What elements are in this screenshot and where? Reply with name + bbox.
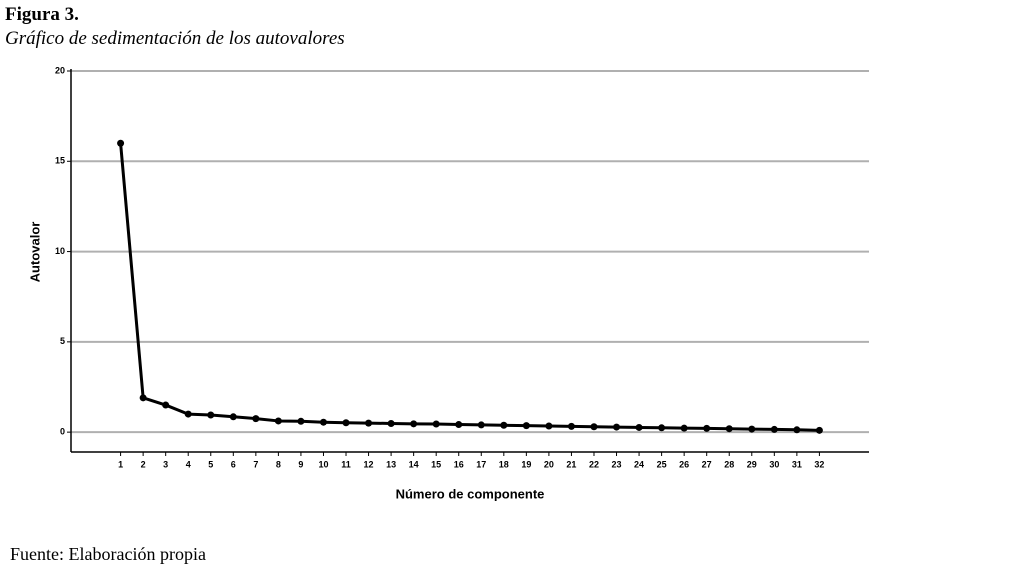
x-tick-label: 25 [657, 459, 667, 469]
y-tick-label: 5 [60, 336, 65, 346]
x-tick-label: 10 [318, 459, 328, 469]
point [613, 423, 621, 431]
point [500, 421, 508, 429]
x-tick-label: 7 [253, 459, 258, 469]
point [658, 424, 666, 432]
point [432, 420, 440, 428]
point [117, 139, 125, 147]
y-axis-label: Autovalor [27, 222, 42, 283]
x-tick-label: 13 [386, 459, 396, 469]
x-tick-label: 23 [612, 459, 622, 469]
x-tick-label: 3 [163, 459, 168, 469]
chart-subtitle: Gráfico de sedimentación de los autovalo… [5, 28, 345, 49]
y-tick-label: 0 [60, 427, 65, 437]
point [410, 420, 418, 428]
y-tick-label: 15 [55, 156, 65, 166]
point [252, 415, 260, 423]
x-tick-label: 22 [589, 459, 599, 469]
line [119, 143, 820, 432]
point [590, 423, 598, 431]
x-tick-label: 18 [499, 459, 509, 469]
x-tick-label: 32 [814, 459, 824, 469]
point [770, 425, 778, 433]
x-tick-label: 17 [476, 459, 486, 469]
point [319, 418, 327, 426]
point [455, 421, 463, 429]
point [274, 417, 282, 425]
point [725, 425, 733, 433]
y-tick-label: 10 [55, 246, 65, 256]
footer: Fuente: Elaboración propia [10, 544, 206, 564]
point [522, 422, 530, 430]
x-axis-label: Número de componente [396, 486, 545, 501]
point [748, 425, 756, 433]
point [545, 422, 553, 430]
point [635, 423, 643, 431]
x-tick-label: 30 [769, 459, 779, 469]
chart-title: Figura 3. [5, 4, 79, 25]
point [703, 424, 711, 432]
x-tick-label: 14 [409, 459, 419, 469]
x-tick-label: 12 [364, 459, 374, 469]
x-tick-label: 26 [679, 459, 689, 469]
point [207, 411, 215, 419]
point [387, 419, 395, 427]
point [162, 401, 170, 409]
x-tick-label: 4 [186, 459, 191, 469]
x-tick-label: 6 [231, 459, 236, 469]
point [342, 419, 350, 427]
x-tick-label: 29 [747, 459, 757, 469]
point [184, 410, 192, 418]
x-tick-label: 11 [341, 459, 351, 469]
point [297, 417, 305, 425]
point [365, 419, 373, 427]
x-tick-label: 2 [141, 459, 146, 469]
point [680, 424, 688, 432]
point [567, 422, 575, 430]
point [139, 394, 147, 402]
x-tick-label: 9 [298, 459, 303, 469]
x-tick-label: 31 [792, 459, 802, 469]
point [815, 426, 823, 434]
x-tick-label: 28 [724, 459, 734, 469]
y-tick-label: 20 [55, 65, 65, 75]
point [229, 413, 237, 421]
x-tick-label: 15 [431, 459, 441, 469]
point [793, 426, 801, 434]
x-tick-label: 19 [521, 459, 531, 469]
x-tick-label: 16 [454, 459, 464, 469]
x-tick-label: 5 [208, 459, 213, 469]
point [477, 421, 485, 429]
x-tick-label: 20 [544, 459, 554, 469]
x-tick-label: 21 [566, 459, 576, 469]
x-tick-label: 8 [276, 459, 281, 469]
x-tick-label: 27 [702, 459, 712, 469]
x-tick-label: 1 [118, 459, 123, 469]
x-tick-label: 24 [634, 459, 644, 469]
